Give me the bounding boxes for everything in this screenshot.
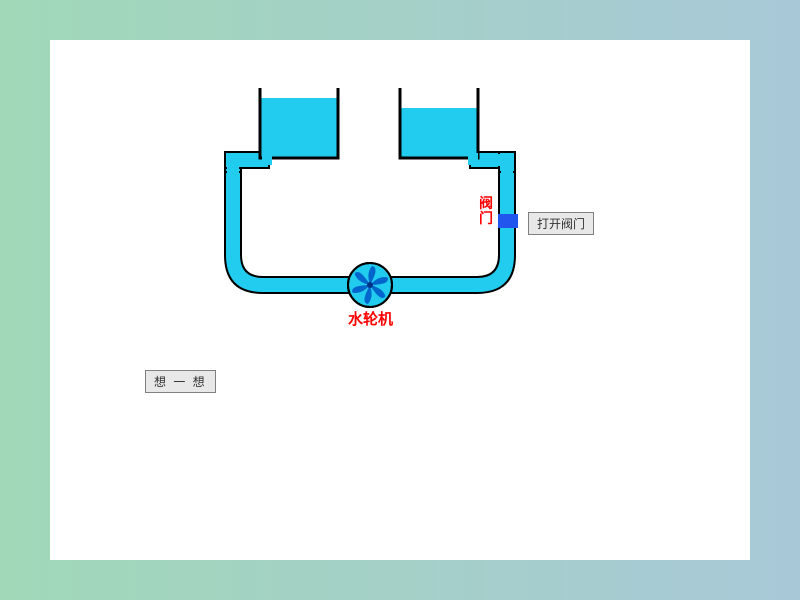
water-circuit-svg <box>50 40 750 560</box>
turbine-label: 水轮机 <box>348 308 393 329</box>
valve-block <box>498 214 518 228</box>
valve-label-char1: 阀 <box>479 195 493 211</box>
left-tank <box>260 88 338 158</box>
valve-label-char2: 门 <box>479 210 493 226</box>
think-button[interactable]: 想 一 想 <box>145 370 216 393</box>
diagram-canvas: 阀 门 水轮机 打开阀门 想 一 想 <box>50 40 750 560</box>
right-tank <box>400 88 478 158</box>
valve-label: 阀 门 <box>478 196 494 226</box>
open-valve-button[interactable]: 打开阀门 <box>528 212 594 235</box>
